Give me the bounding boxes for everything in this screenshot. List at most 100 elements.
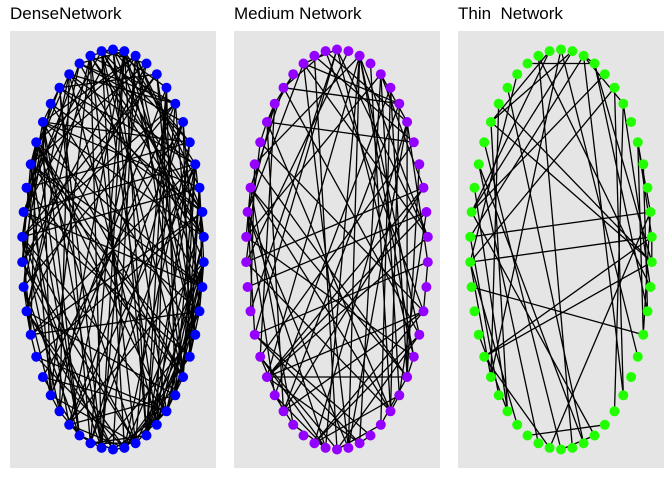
network-edge xyxy=(266,376,360,444)
network-node xyxy=(194,182,205,193)
network-edge xyxy=(25,310,125,449)
network-node xyxy=(161,406,172,417)
panel-medium-network: Medium Network xyxy=(234,0,444,480)
network-edge xyxy=(21,261,137,444)
network-node xyxy=(278,82,289,93)
network-node xyxy=(632,137,643,148)
network-edge xyxy=(347,121,408,449)
network-edge xyxy=(245,50,349,263)
network-edge xyxy=(478,164,540,444)
network-node xyxy=(385,406,396,417)
network-node xyxy=(298,58,309,69)
network-edge xyxy=(50,55,92,396)
network-node xyxy=(618,390,629,401)
network-node xyxy=(414,329,425,340)
network-node xyxy=(589,430,600,441)
network-edge xyxy=(42,121,190,143)
network-edge xyxy=(245,261,391,412)
network-edge xyxy=(560,49,639,357)
network-node xyxy=(288,419,299,430)
network-edge xyxy=(145,211,204,436)
network-edge xyxy=(23,163,196,213)
network-edge xyxy=(266,121,392,412)
network-node xyxy=(556,44,566,55)
network-edge xyxy=(313,334,420,444)
network-edge xyxy=(266,310,424,378)
network-node xyxy=(394,390,405,401)
network-node xyxy=(241,257,252,268)
network-node xyxy=(421,282,432,292)
network-node xyxy=(25,159,36,170)
network-node xyxy=(198,257,209,268)
network-node xyxy=(249,159,260,170)
panel-title: DenseNetwork xyxy=(10,4,122,23)
network-node xyxy=(197,282,208,292)
network-node xyxy=(85,50,96,61)
network-node xyxy=(184,137,195,148)
network-edge xyxy=(389,87,408,378)
network-node xyxy=(31,351,42,362)
network-edge xyxy=(483,261,653,358)
network-node xyxy=(298,430,309,441)
network-node xyxy=(278,406,289,417)
network-edge xyxy=(35,356,125,449)
network-node xyxy=(567,46,578,57)
network-node xyxy=(394,98,405,109)
network-node xyxy=(479,351,490,362)
network-node xyxy=(485,117,496,127)
network-edge xyxy=(469,55,585,238)
network-edge xyxy=(35,141,203,288)
network-edge xyxy=(50,103,176,396)
network-node xyxy=(533,50,544,61)
network-node xyxy=(638,329,649,340)
network-node xyxy=(354,438,365,449)
network-edge xyxy=(247,211,349,449)
network-edge xyxy=(134,87,168,444)
network-node xyxy=(512,419,523,430)
network-edge xyxy=(245,236,415,358)
network-node xyxy=(609,406,620,417)
network-edge xyxy=(336,49,415,357)
network-edge xyxy=(358,55,420,335)
network-edge xyxy=(30,163,200,312)
network-edge xyxy=(358,74,382,444)
network-edge xyxy=(68,73,196,165)
network-node xyxy=(479,137,490,148)
network-edge xyxy=(303,62,400,105)
network-node xyxy=(533,438,544,449)
network-node xyxy=(261,372,272,382)
network-node xyxy=(54,406,65,417)
network-node xyxy=(255,137,266,148)
network-node xyxy=(108,44,118,55)
network-node xyxy=(493,390,504,401)
network-edge xyxy=(527,424,605,437)
network-edge xyxy=(101,50,203,213)
network-edge xyxy=(42,121,81,436)
network-edge xyxy=(42,121,205,238)
panel-thin-network: Thin Network xyxy=(458,0,668,480)
network-edge xyxy=(134,55,196,335)
network-edge xyxy=(637,142,652,213)
network-node xyxy=(309,438,320,449)
network-node xyxy=(567,442,578,453)
network-node xyxy=(544,442,555,453)
network-node xyxy=(343,442,354,453)
network-node xyxy=(17,257,28,268)
network-edge xyxy=(249,187,294,425)
network-edge xyxy=(165,236,205,412)
network-node xyxy=(385,82,396,93)
network-edge xyxy=(259,356,327,449)
network-node xyxy=(626,372,637,382)
network-node xyxy=(418,306,429,317)
network-node xyxy=(190,159,201,170)
network-node xyxy=(96,46,107,57)
network-node xyxy=(589,58,600,69)
network-edge xyxy=(22,286,81,436)
network-node xyxy=(64,69,75,80)
network-node xyxy=(466,207,477,217)
network-edge xyxy=(25,187,184,378)
network-node xyxy=(578,50,589,61)
network-node xyxy=(645,282,656,292)
network-node xyxy=(242,282,253,292)
network-edge xyxy=(174,164,196,396)
